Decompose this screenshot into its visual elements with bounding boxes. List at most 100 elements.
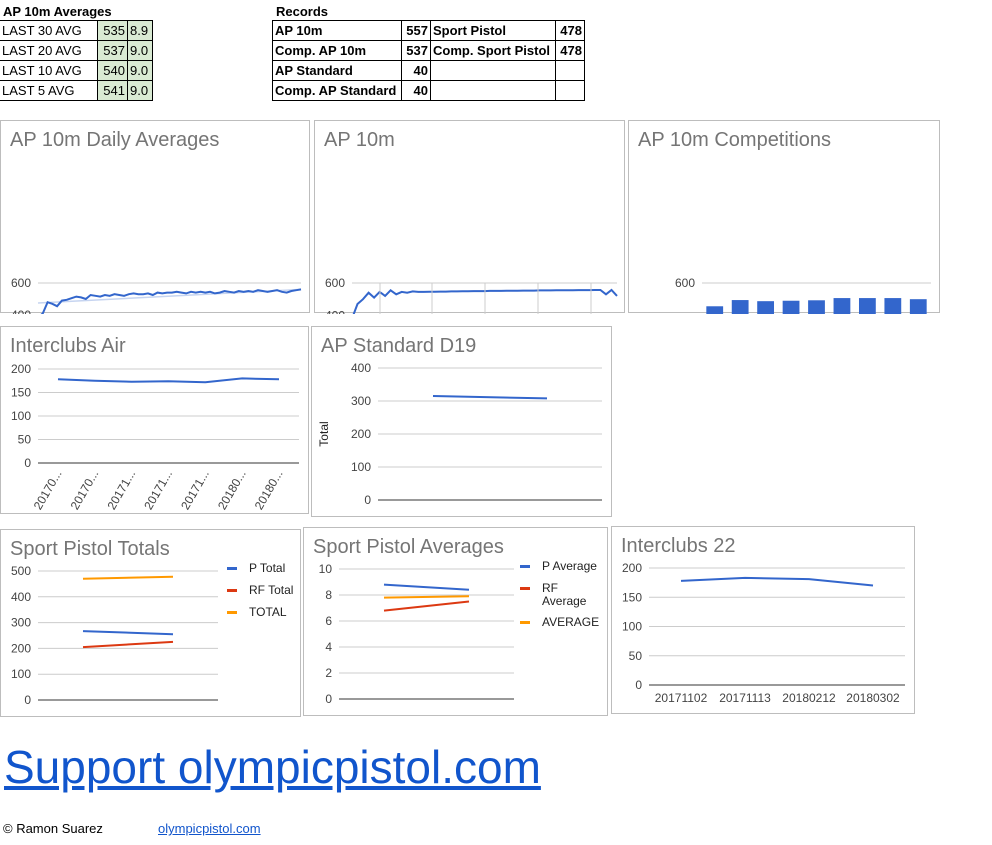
y-tick-label: 100 xyxy=(11,409,31,423)
legend-swatch xyxy=(227,589,237,592)
legend-swatch xyxy=(520,565,530,568)
record-value xyxy=(555,80,585,101)
y-tick-label: 2 xyxy=(325,666,332,680)
y-tick-label: 200 xyxy=(11,362,31,376)
y-tick-label: 400 xyxy=(11,590,31,604)
y-axis-label: Total xyxy=(317,421,331,446)
y-tick-label: 0 xyxy=(325,692,332,706)
bar xyxy=(884,298,902,314)
chart-title: Sport Pistol Totals xyxy=(10,538,170,560)
y-tick-label: 0 xyxy=(24,456,31,470)
records-table: AP 10m 557 Sport Pistol 478 Comp. AP 10m 537… xyxy=(272,20,585,101)
chart-plot: 0 50 100 150 200 20171102 20171113 20180212 2018… xyxy=(622,561,905,705)
bar xyxy=(808,300,825,314)
y-tick-label: 50 xyxy=(18,433,32,447)
row-label: LAST 10 AVG xyxy=(0,60,98,81)
record-value: 40 xyxy=(401,60,431,81)
legend-label: TOTAL xyxy=(249,605,287,619)
chart-title: Sport Pistol Averages xyxy=(313,536,504,558)
y-tick-label: 0 xyxy=(635,678,642,692)
x-tick-label: 20180302 xyxy=(846,691,900,705)
y-tick-label: 500 xyxy=(11,564,31,578)
legend-swatch xyxy=(227,611,237,614)
legend-label: P Total xyxy=(249,561,285,575)
bar xyxy=(833,298,851,314)
x-tick-label: 20180... xyxy=(252,468,286,513)
table-row: Comp. AP 10m 537 Comp. Sport Pistol 478 xyxy=(272,40,585,61)
chart-title: AP Standard D19 xyxy=(321,335,477,357)
row-total: 535 xyxy=(97,20,128,41)
y-tick-label: 0 xyxy=(24,693,31,707)
chart-title: Interclubs Air xyxy=(10,335,126,357)
x-tick-label: 20170... xyxy=(68,468,102,513)
record-value xyxy=(555,60,585,81)
y-tick-label: 100 xyxy=(11,667,31,681)
record-name: Sport Pistol xyxy=(430,20,556,41)
row-total: 540 xyxy=(97,60,128,81)
table-row: LAST 20 AVG 537 9.0 xyxy=(0,40,153,61)
y-tick-label: 50 xyxy=(629,649,643,663)
y-tick-label: 600 xyxy=(325,276,345,290)
legend-swatch xyxy=(520,621,530,624)
bar xyxy=(757,301,775,314)
chart-interclubs-22[interactable]: Interclubs 22 0 50 100 150 200 20171102 201711… xyxy=(611,526,915,714)
chart-title: Interclubs 22 xyxy=(621,535,736,557)
table-row: AP Standard 40 xyxy=(272,60,585,81)
chart-plot: 0200400600Total xyxy=(675,276,931,314)
bar xyxy=(706,306,724,314)
y-tick-label: 400 xyxy=(325,308,345,314)
y-tick-label: 4 xyxy=(325,640,332,654)
series-line xyxy=(383,595,470,599)
chart-ap10-daily[interactable]: AP 10m Daily Averages 02004006002017...2… xyxy=(0,120,310,314)
legend-label: Average xyxy=(542,594,587,608)
y-tick-label: 100 xyxy=(622,620,642,634)
row-total: 541 xyxy=(97,80,128,101)
y-tick-label: 100 xyxy=(351,460,371,474)
footer-link[interactable]: olympicpistol.com xyxy=(158,821,261,836)
record-name: AP 10m xyxy=(272,20,402,41)
chart-plot: 0 100 200 300 400 Total xyxy=(317,361,602,507)
y-tick-label: 8 xyxy=(325,588,332,602)
x-tick-label: 20170... xyxy=(31,468,65,513)
bar xyxy=(909,299,927,314)
row-total: 537 xyxy=(97,40,128,61)
chart-ap10-competitions[interactable]: AP 10m Competitions 0200400600Total xyxy=(628,120,940,314)
y-tick-label: 200 xyxy=(622,561,642,575)
record-value: 557 xyxy=(401,20,431,41)
records-title: Records xyxy=(276,4,329,19)
x-tick-label: 20171102 xyxy=(655,691,708,705)
record-name: Comp. AP 10m xyxy=(272,40,402,61)
y-tick-label: 200 xyxy=(351,427,371,441)
row-avg: 9.0 xyxy=(127,60,153,81)
row-avg: 8.9 xyxy=(127,20,153,41)
row-label: LAST 30 AVG xyxy=(0,20,98,41)
record-name: Comp. Sport Pistol xyxy=(430,40,556,61)
row-label: LAST 20 AVG xyxy=(0,40,98,61)
chart-sport-totals[interactable]: Sport Pistol Totals 0 100 200 300 400 500 P To… xyxy=(0,529,301,717)
table-row: LAST 10 AVG 540 9.0 xyxy=(0,60,153,81)
legend-swatch xyxy=(227,567,237,570)
series-line xyxy=(57,377,280,384)
support-link[interactable]: Support olympicpistol.com xyxy=(4,741,541,793)
chart-sport-averages[interactable]: Sport Pistol Averages 0 2 4 6 8 10 P Average RF… xyxy=(303,527,608,716)
y-tick-label: 200 xyxy=(11,641,31,655)
legend-swatch xyxy=(520,587,530,590)
chart-interclubs-air[interactable]: Interclubs Air 0 50 100 150 200 20170... 20170… xyxy=(0,326,309,514)
legend-label: AVERAGE xyxy=(542,615,599,629)
record-name xyxy=(430,60,556,81)
y-tick-label: 300 xyxy=(351,394,371,408)
table-row: LAST 30 AVG 535 8.9 xyxy=(0,20,153,41)
x-tick-label: 20171... xyxy=(141,468,175,513)
row-avg: 9.0 xyxy=(127,80,153,101)
series-line xyxy=(82,575,174,580)
y-tick-label: 600 xyxy=(11,276,31,290)
chart-ap10[interactable]: AP 10m 020040060020172...20174...20176..… xyxy=(314,120,625,314)
legend-label: RF Total xyxy=(249,583,293,597)
chart-title: AP 10m Competitions xyxy=(638,129,832,151)
chart-ap-standard[interactable]: AP Standard D19 0 100 200 300 400 Total xyxy=(311,326,612,517)
record-name xyxy=(430,80,556,101)
copyright-text: © Ramon Suarez xyxy=(3,821,103,836)
record-value: 537 xyxy=(401,40,431,61)
